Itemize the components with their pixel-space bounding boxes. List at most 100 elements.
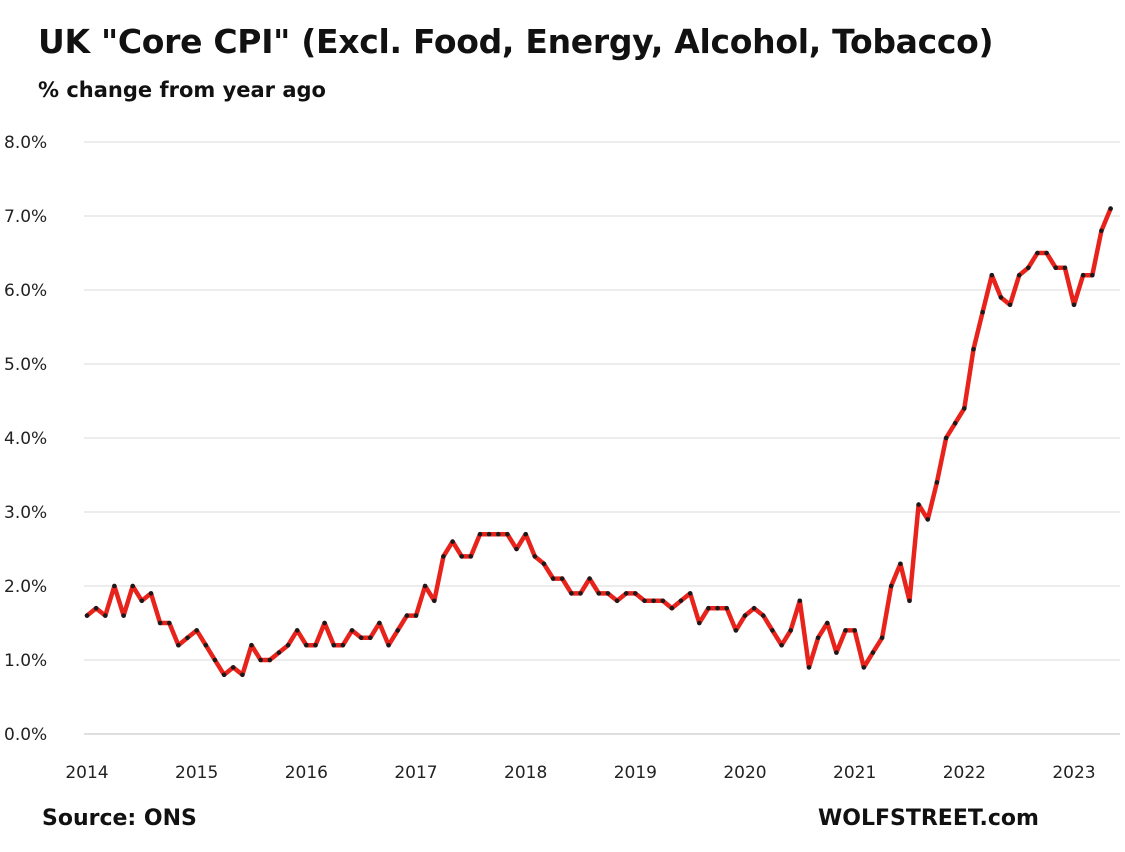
x-axis-ticks: 2014 2015 2016 2017 2018 2019 2020 2021 2022 2023 — [65, 763, 1095, 783]
data-point — [998, 295, 1004, 300]
data-point — [888, 583, 894, 589]
data-point — [413, 613, 419, 618]
data-point — [660, 598, 666, 604]
data-point — [422, 583, 428, 589]
data-point — [587, 576, 592, 581]
data-point — [733, 628, 739, 633]
y-tick-label: 6.0% — [4, 281, 47, 301]
data-point — [304, 642, 309, 648]
data-point — [806, 665, 812, 670]
data-point — [550, 576, 556, 581]
data-point — [697, 620, 702, 626]
grid-lines — [84, 141, 1120, 735]
data-point — [157, 620, 163, 626]
y-tick-label: 3.0% — [4, 503, 47, 523]
data-point — [468, 554, 474, 559]
data-point — [276, 650, 282, 655]
x-tick-label: 2014 — [65, 763, 108, 783]
data-point — [724, 605, 729, 611]
x-tick-label: 2020 — [723, 763, 766, 783]
data-point — [971, 346, 976, 352]
data-point — [432, 598, 437, 604]
data-point — [751, 605, 757, 611]
x-tick-label: 2016 — [285, 763, 328, 783]
data-point — [989, 272, 995, 278]
data-point — [167, 620, 172, 626]
x-tick-label: 2018 — [504, 763, 547, 783]
data-point — [395, 628, 401, 633]
data-point — [93, 605, 99, 611]
chart-subtitle: % change from year ago — [38, 78, 326, 102]
data-point — [240, 672, 245, 678]
data-point — [907, 598, 912, 604]
y-tick-label: 4.0% — [4, 429, 47, 449]
data-point — [614, 598, 620, 604]
data-point — [331, 642, 337, 648]
data-point — [843, 628, 848, 633]
data-point — [1080, 272, 1086, 278]
y-tick-label: 5.0% — [4, 355, 47, 375]
data-point — [596, 591, 602, 596]
data-point — [368, 635, 373, 641]
x-tick-label: 2023 — [1052, 763, 1095, 783]
data-point — [1099, 228, 1104, 234]
data-point — [788, 628, 793, 633]
data-point — [358, 635, 364, 641]
data-point — [1071, 302, 1077, 308]
data-point — [377, 620, 382, 626]
data-point — [404, 613, 410, 618]
data-point — [825, 620, 830, 626]
data-point — [349, 628, 355, 633]
data-point — [340, 642, 346, 648]
data-point — [176, 642, 181, 648]
data-point — [294, 628, 300, 633]
data-point — [1026, 265, 1031, 271]
y-tick-label: 8.0% — [4, 133, 47, 153]
y-tick-label: 7.0% — [4, 207, 47, 227]
data-point — [203, 642, 209, 648]
data-point — [925, 517, 931, 522]
data-point — [898, 561, 903, 567]
series-group — [84, 206, 1113, 678]
data-point — [1035, 250, 1040, 256]
data-point — [267, 657, 273, 663]
data-point — [103, 613, 108, 618]
data-point — [980, 309, 985, 315]
data-point — [870, 650, 876, 655]
chart-title: UK "Core CPI" (Excl. Food, Energy, Alcoh… — [38, 22, 994, 61]
data-point — [715, 605, 720, 611]
data-point — [815, 635, 821, 641]
data-point — [779, 642, 784, 648]
data-point — [943, 435, 949, 441]
data-point — [669, 605, 675, 611]
y-tick-label: 2.0% — [4, 577, 47, 597]
data-point — [633, 591, 638, 596]
data-point — [477, 531, 483, 537]
data-point — [834, 650, 839, 655]
data-point — [623, 591, 629, 596]
data-point — [1007, 302, 1013, 308]
data-point — [496, 531, 501, 537]
data-point — [541, 561, 547, 567]
data-point — [1016, 272, 1022, 278]
data-point — [221, 672, 227, 678]
x-tick-label: 2021 — [833, 763, 876, 783]
data-point — [139, 598, 145, 604]
data-point — [1053, 265, 1058, 271]
data-point — [514, 546, 519, 552]
data-point — [962, 406, 967, 411]
data-point — [916, 502, 921, 507]
source-label: Source: ONS — [42, 806, 197, 831]
data-point — [761, 613, 766, 618]
data-point — [1044, 250, 1049, 256]
data-point — [706, 605, 711, 611]
x-tick-label: 2015 — [175, 763, 218, 783]
data-point — [687, 591, 693, 596]
data-point — [559, 576, 565, 581]
data-point — [505, 531, 510, 537]
y-tick-label: 1.0% — [4, 651, 47, 671]
data-point — [770, 628, 775, 633]
data-point — [861, 665, 867, 670]
data-point — [678, 598, 684, 604]
